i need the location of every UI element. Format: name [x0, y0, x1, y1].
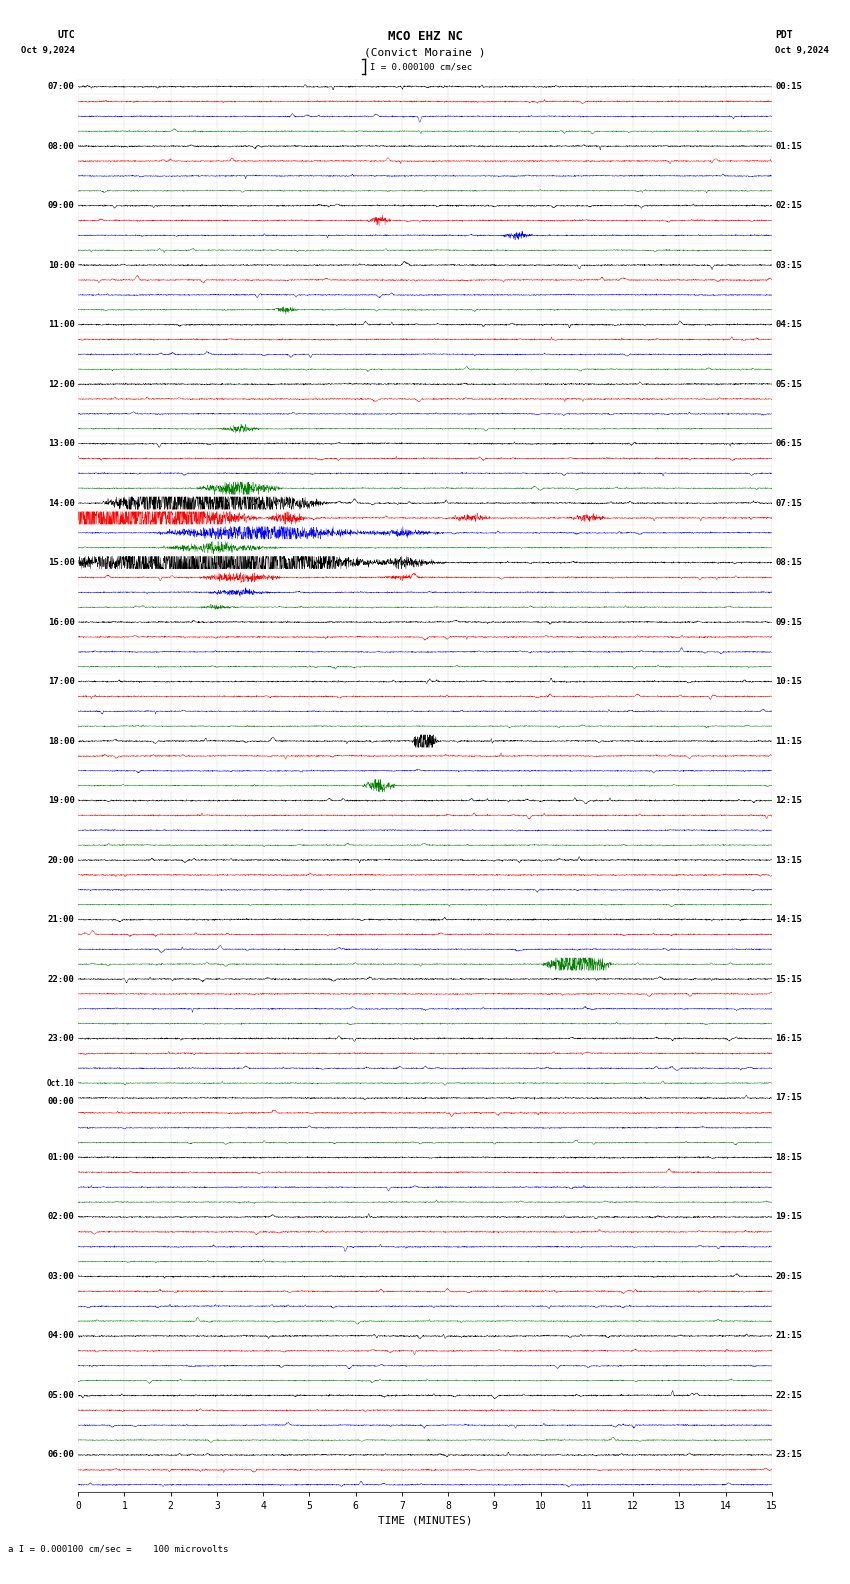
Text: 15:15: 15:15 [775, 974, 802, 984]
Text: 21:15: 21:15 [775, 1332, 802, 1340]
Text: 04:15: 04:15 [775, 320, 802, 329]
Text: 13:00: 13:00 [48, 439, 75, 448]
Text: Oct 9,2024: Oct 9,2024 [21, 46, 75, 55]
Text: 22:00: 22:00 [48, 974, 75, 984]
Text: Oct 9,2024: Oct 9,2024 [775, 46, 829, 55]
Text: 18:00: 18:00 [48, 737, 75, 746]
Text: 14:00: 14:00 [48, 499, 75, 507]
Text: 15:00: 15:00 [48, 558, 75, 567]
Text: 00:15: 00:15 [775, 82, 802, 92]
Text: 19:00: 19:00 [48, 797, 75, 805]
Text: 20:15: 20:15 [775, 1272, 802, 1281]
Text: 02:15: 02:15 [775, 201, 802, 211]
Text: 10:15: 10:15 [775, 676, 802, 686]
X-axis label: TIME (MINUTES): TIME (MINUTES) [377, 1516, 473, 1525]
Text: 12:15: 12:15 [775, 797, 802, 805]
Text: 07:00: 07:00 [48, 82, 75, 92]
Text: Oct.10: Oct.10 [47, 1079, 75, 1088]
Text: 13:15: 13:15 [775, 855, 802, 865]
Text: 01:00: 01:00 [48, 1153, 75, 1163]
Text: 17:15: 17:15 [775, 1093, 802, 1102]
Text: 06:00: 06:00 [48, 1451, 75, 1459]
Text: 08:15: 08:15 [775, 558, 802, 567]
Text: UTC: UTC [57, 30, 75, 40]
Text: 00:00: 00:00 [48, 1096, 75, 1106]
Text: 23:00: 23:00 [48, 1034, 75, 1042]
Text: 05:00: 05:00 [48, 1391, 75, 1400]
Text: PDT: PDT [775, 30, 793, 40]
Text: 02:00: 02:00 [48, 1212, 75, 1221]
Text: 21:00: 21:00 [48, 916, 75, 923]
Text: 11:15: 11:15 [775, 737, 802, 746]
Text: 09:00: 09:00 [48, 201, 75, 211]
Text: 08:00: 08:00 [48, 141, 75, 150]
Text: 11:00: 11:00 [48, 320, 75, 329]
Text: 12:00: 12:00 [48, 380, 75, 388]
Text: 04:00: 04:00 [48, 1332, 75, 1340]
Text: 20:00: 20:00 [48, 855, 75, 865]
Text: 03:15: 03:15 [775, 261, 802, 269]
Text: 07:15: 07:15 [775, 499, 802, 507]
Text: 06:15: 06:15 [775, 439, 802, 448]
Text: 16:00: 16:00 [48, 618, 75, 627]
Text: 14:15: 14:15 [775, 916, 802, 923]
Text: a I = 0.000100 cm/sec =    100 microvolts: a I = 0.000100 cm/sec = 100 microvolts [8, 1544, 229, 1554]
Text: 19:15: 19:15 [775, 1212, 802, 1221]
Text: 10:00: 10:00 [48, 261, 75, 269]
Text: (Convict Moraine ): (Convict Moraine ) [365, 48, 485, 57]
Text: 09:15: 09:15 [775, 618, 802, 627]
Text: 23:15: 23:15 [775, 1451, 802, 1459]
Text: 18:15: 18:15 [775, 1153, 802, 1163]
Text: 01:15: 01:15 [775, 141, 802, 150]
Text: 16:15: 16:15 [775, 1034, 802, 1042]
Text: 22:15: 22:15 [775, 1391, 802, 1400]
Text: I = 0.000100 cm/sec: I = 0.000100 cm/sec [370, 62, 472, 71]
Text: MCO EHZ NC: MCO EHZ NC [388, 30, 462, 43]
Text: 17:00: 17:00 [48, 676, 75, 686]
Text: 05:15: 05:15 [775, 380, 802, 388]
Text: 03:00: 03:00 [48, 1272, 75, 1281]
